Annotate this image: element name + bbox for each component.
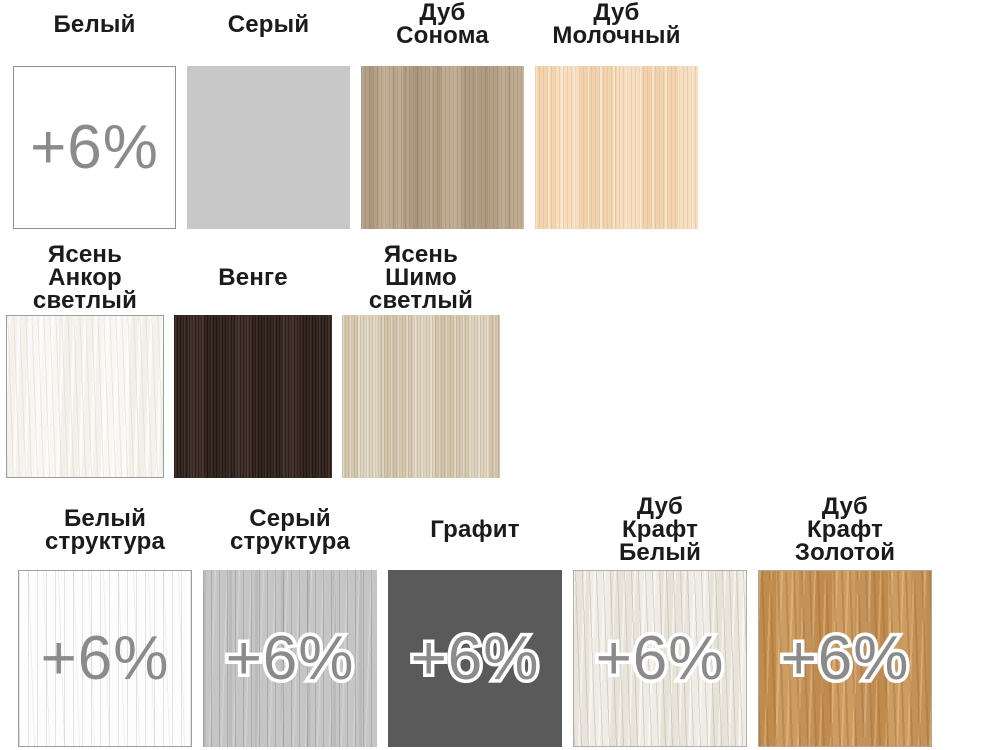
swatch-ash-shimo-light[interactable] xyxy=(342,315,500,478)
swatch-white[interactable]: +6% +6% xyxy=(13,66,176,229)
color-option-gray-structure: Серый структура +6% +6% xyxy=(203,495,377,747)
color-option-gray: Серый xyxy=(187,0,350,229)
swatch-row-3: Белый структура +6% +6% Серый структура … xyxy=(18,495,932,747)
color-option-oak-craft-white: Дуб Крафт Белый +6% +6% xyxy=(573,495,747,747)
color-option-label: Белый xyxy=(53,10,136,38)
surcharge-badge: +6% +6% xyxy=(592,623,727,693)
surcharge-badge: +6% +6% xyxy=(30,112,159,182)
swatch-wenge[interactable] xyxy=(174,315,332,478)
swatch-gray-structure[interactable]: +6% +6% xyxy=(203,570,377,747)
color-option-label: Дуб Крафт Золотой xyxy=(794,493,896,566)
swatch-graphite[interactable]: +6% +6% xyxy=(388,570,562,747)
swatch-white-structure[interactable]: +6% +6% xyxy=(18,570,192,747)
swatch-row-1: Белый +6% +6% Серый Дуб Сонома Дуб Молоч… xyxy=(13,0,698,229)
color-option-label: Дуб Сонома xyxy=(396,0,489,49)
swatch-milk-oak[interactable] xyxy=(535,66,698,229)
color-option-ash-ankor-light: Ясень Анкор светлый xyxy=(6,243,164,478)
color-option-label: Венге xyxy=(218,264,288,291)
color-option-label: Серый xyxy=(227,10,310,38)
color-option-oak-craft-gold: Дуб Крафт Золотой +6% +6% xyxy=(758,495,932,747)
color-option-label: Белый структура xyxy=(45,504,165,555)
color-option-white: Белый +6% +6% xyxy=(13,0,176,229)
surcharge-badge: +6% +6% xyxy=(777,623,912,693)
color-option-wenge: Венге xyxy=(174,243,332,478)
color-option-milk-oak: Дуб Молочный xyxy=(535,0,698,229)
swatch-row-2: Ясень Анкор светлый Венге Ясень Шимо све… xyxy=(6,243,500,478)
color-option-white-structure: Белый структура +6% +6% xyxy=(18,495,192,747)
swatch-ash-ankor-light[interactable] xyxy=(6,315,164,478)
color-option-label: Серый структура xyxy=(230,504,350,555)
swatch-sonoma-oak[interactable] xyxy=(361,66,524,229)
color-option-graphite: Графит +6% +6% xyxy=(388,495,562,747)
swatch-oak-craft-white[interactable]: +6% +6% xyxy=(573,570,747,747)
surcharge-badge: +6% +6% xyxy=(40,623,170,693)
color-option-ash-shimo-light: Ясень Шимо светлый xyxy=(342,243,500,478)
surcharge-badge: +6% +6% xyxy=(222,623,357,693)
color-option-label: Дуб Крафт Белый xyxy=(618,493,702,566)
color-option-label: Ясень Анкор светлый xyxy=(32,241,138,314)
surcharge-badge: +6% +6% xyxy=(407,623,542,693)
swatch-oak-craft-gold[interactable]: +6% +6% xyxy=(758,570,932,747)
color-option-label: Графит xyxy=(430,516,520,543)
color-option-label: Дуб Молочный xyxy=(552,0,681,49)
color-option-sonoma-oak: Дуб Сонома xyxy=(361,0,524,229)
color-option-label: Ясень Шимо светлый xyxy=(368,241,474,314)
swatch-gray[interactable] xyxy=(187,66,350,229)
